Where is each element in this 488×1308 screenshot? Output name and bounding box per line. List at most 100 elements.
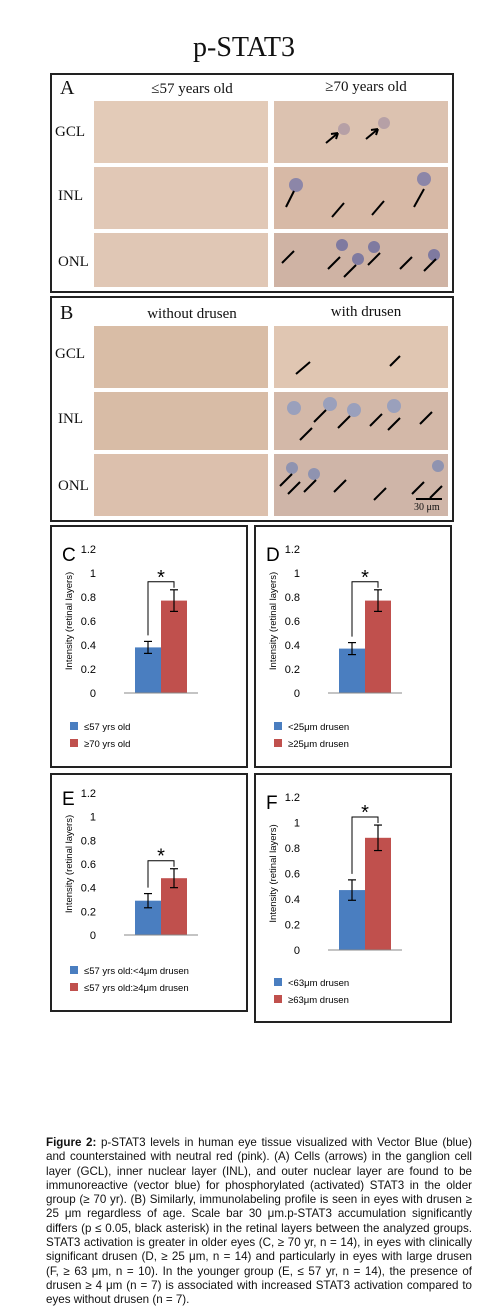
legend-swatch bbox=[70, 739, 78, 747]
arrow-icon bbox=[287, 397, 433, 441]
y-axis-label: Intensity (retinal layers) bbox=[64, 572, 75, 670]
significance-bracket bbox=[351, 581, 379, 637]
y-tick-label: 0 bbox=[90, 688, 96, 700]
panel-b-label: B bbox=[60, 302, 74, 324]
significance-asterisk: * bbox=[361, 802, 369, 824]
y-tick-label: 0.8 bbox=[285, 592, 300, 604]
y-tick-label: 1 bbox=[294, 568, 300, 580]
legend-label: ≤57 yrs old bbox=[84, 722, 130, 733]
y-tick-label: 0.8 bbox=[81, 592, 96, 604]
significance-asterisk: * bbox=[157, 846, 165, 868]
y-tick-label: 0.2 bbox=[285, 664, 300, 676]
legend-label: ≤57 yrs old:≥4μm drusen bbox=[84, 983, 189, 994]
panel-a-col2-header: ≥70 years old bbox=[325, 79, 407, 95]
panel-b-row-gcl: GCL bbox=[55, 346, 85, 362]
y-tick-label: 0.4 bbox=[81, 883, 96, 895]
panel-a-row-gcl: GCL bbox=[55, 124, 85, 140]
panel-b-row-inl: INL bbox=[58, 411, 83, 427]
y-tick-label: 0 bbox=[90, 930, 96, 942]
scale-bar-line bbox=[416, 498, 442, 500]
legend-swatch bbox=[70, 966, 78, 974]
y-tick-label: 0.2 bbox=[81, 664, 96, 676]
y-tick-label: 1.2 bbox=[81, 788, 96, 800]
micrograph-b-drusen-inl bbox=[274, 392, 448, 450]
panel-b-col1-header: without drusen bbox=[147, 306, 237, 322]
chart-f-frame: F 0 0.2 0.4 0.6 0.8 1 1.2 Intensity (retinal lay… bbox=[254, 773, 452, 1023]
legend-label: <63μm drusen bbox=[288, 978, 349, 989]
panel-a-label: A bbox=[60, 77, 75, 99]
y-tick-label: 0 bbox=[294, 688, 300, 700]
panel-a-row-onl: ONL bbox=[58, 254, 89, 270]
y-tick-label: 0.2 bbox=[81, 906, 96, 918]
y-tick-label: 0.8 bbox=[81, 835, 96, 847]
chart-e-frame: E 0 0.2 0.4 0.6 0.8 1 1.2 Intensity (retinal lay… bbox=[50, 773, 248, 1012]
significance-asterisk: * bbox=[157, 567, 165, 589]
significance-bracket bbox=[147, 860, 175, 888]
panel-a-col1-header: ≤57 years old bbox=[151, 81, 233, 97]
significance-asterisk: * bbox=[361, 567, 369, 589]
micrograph-b-drusen-onl bbox=[274, 454, 448, 516]
chart-panel-label: F bbox=[266, 793, 278, 814]
y-axis-label: Intensity (retinal layers) bbox=[268, 824, 279, 922]
y-tick-label: 0.8 bbox=[285, 843, 300, 855]
significance-bracket bbox=[351, 816, 379, 874]
micrograph-a-young-onl bbox=[94, 233, 268, 287]
y-tick-label: 0 bbox=[294, 945, 300, 957]
y-tick-label: 0.4 bbox=[285, 640, 300, 652]
legend-label: ≥70 yrs old bbox=[84, 739, 130, 750]
micrograph-a-old-gcl bbox=[274, 101, 448, 163]
arrow-icon bbox=[281, 239, 440, 278]
arrow-icon bbox=[295, 355, 401, 375]
arrow-icon bbox=[325, 117, 390, 144]
micrograph-b-nodrusen-gcl bbox=[94, 326, 268, 388]
caption-text: p-STAT3 levels in human eye tissue visua… bbox=[46, 1136, 472, 1307]
y-tick-label: 1 bbox=[294, 818, 300, 830]
bar bbox=[365, 600, 391, 693]
bar bbox=[365, 837, 391, 950]
legend-swatch bbox=[70, 722, 78, 730]
legend-label: ≤57 yrs old:<4μm drusen bbox=[84, 966, 189, 977]
panel-a-row-inl: INL bbox=[58, 188, 83, 204]
scale-bar-label: 30 μm bbox=[414, 502, 440, 513]
significance-bracket bbox=[147, 581, 175, 636]
micrograph-b-nodrusen-onl bbox=[94, 454, 268, 516]
figure-caption: Figure 2: p-STAT3 levels in human eye ti… bbox=[46, 1136, 472, 1308]
legend-swatch bbox=[274, 978, 282, 986]
panel-b: B without drusen with drusen GCL INL ONL… bbox=[50, 296, 454, 522]
chart-d-frame: D 0 0.2 0.4 0.6 0.8 1 1.2 Intensity (retinal lay… bbox=[254, 525, 452, 768]
panel-b-row-onl: ONL bbox=[58, 478, 89, 494]
y-tick-label: 1.2 bbox=[285, 792, 300, 804]
micrograph-a-old-inl bbox=[274, 167, 448, 229]
legend-label: ≥63μm drusen bbox=[288, 995, 349, 1006]
bar bbox=[339, 648, 365, 693]
panel-b-col2-header: with drusen bbox=[330, 304, 402, 320]
legend-swatch bbox=[70, 983, 78, 991]
micrograph-a-old-onl bbox=[274, 233, 448, 287]
y-tick-label: 0.4 bbox=[285, 894, 300, 906]
legend-swatch bbox=[274, 739, 282, 747]
legend-label: <25μm drusen bbox=[288, 722, 349, 733]
y-tick-label: 1.2 bbox=[81, 544, 96, 556]
y-axis-label: Intensity (retinal layers) bbox=[268, 572, 279, 670]
y-tick-label: 0.6 bbox=[285, 616, 300, 628]
legend-swatch bbox=[274, 995, 282, 1003]
micrograph-b-drusen-gcl bbox=[274, 326, 448, 388]
chart-panel-label: D bbox=[266, 545, 280, 566]
bar bbox=[135, 647, 161, 693]
y-tick-label: 1 bbox=[90, 568, 96, 580]
caption-lead: Figure 2: bbox=[46, 1136, 97, 1149]
chart-c-frame: C 0 0.2 0.4 0.6 0.8 1 1.2 Intensity (retinal lay… bbox=[50, 525, 248, 768]
y-tick-label: 0.6 bbox=[285, 869, 300, 881]
bar bbox=[161, 600, 187, 693]
y-tick-label: 0.6 bbox=[81, 859, 96, 871]
arrow-icon bbox=[279, 460, 444, 501]
y-tick-label: 1 bbox=[90, 812, 96, 824]
micrograph-a-young-gcl bbox=[94, 101, 268, 163]
y-tick-label: 0.4 bbox=[81, 640, 96, 652]
y-axis-label: Intensity (retinal layers) bbox=[64, 815, 75, 913]
panel-a: A ≤57 years old ≥70 years old GCL INL ON… bbox=[50, 73, 454, 293]
legend-label: ≥25μm drusen bbox=[288, 739, 349, 750]
legend-swatch bbox=[274, 722, 282, 730]
micrograph-a-young-inl bbox=[94, 167, 268, 229]
y-tick-label: 1.2 bbox=[285, 544, 300, 556]
